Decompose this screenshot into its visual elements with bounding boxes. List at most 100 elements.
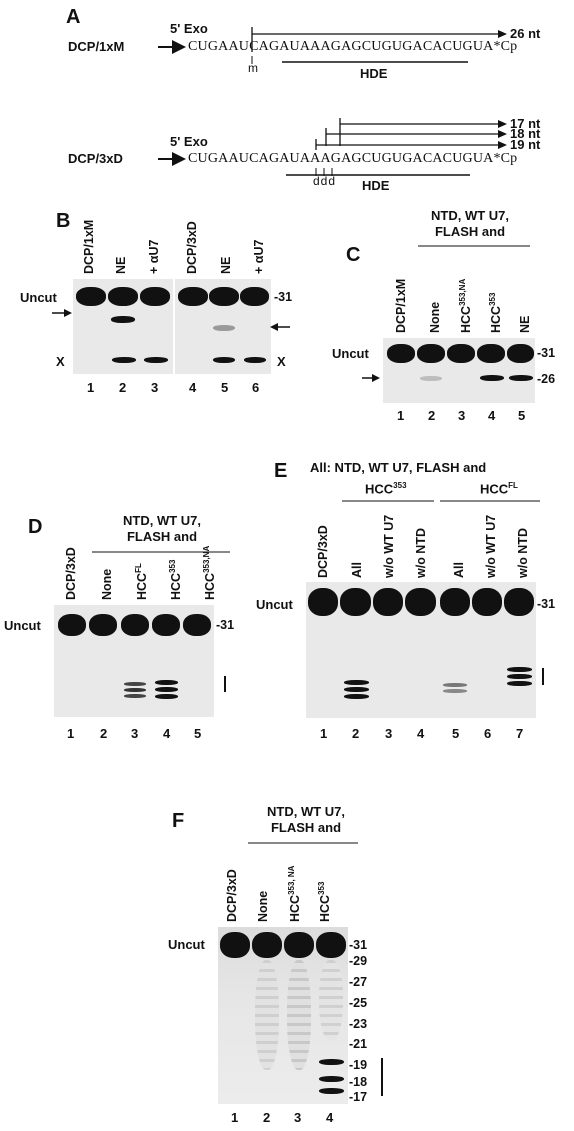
c-uncut-band-2	[417, 344, 445, 363]
row2-mod-marks: ddd	[313, 174, 337, 188]
e-lane-label-4: w/o NTD	[414, 528, 428, 578]
f-marker-21: -21	[349, 1037, 368, 1051]
panel-b-label: B	[56, 210, 71, 232]
b-x-band-lane5	[213, 357, 235, 363]
d-header-rule	[92, 551, 230, 553]
f-header: NTD, WT U7, FLASH and	[246, 804, 366, 836]
d-product-band-3c	[124, 694, 146, 698]
b-x-label-left: X	[56, 354, 65, 369]
d-lane-label-3-text: HCC	[135, 572, 150, 600]
f-lane-label-4-sup: 353	[317, 881, 326, 895]
d-lane-label-4-text: HCC	[169, 572, 184, 600]
f-marker-27: -27	[349, 975, 368, 989]
d-lane-label-2: None	[100, 568, 114, 600]
e-lane-number-6: 6	[484, 726, 492, 741]
b-uncut-label: Uncut	[20, 290, 57, 305]
d-uncut-band-1	[58, 614, 86, 636]
b-lane-label-6: + αU7	[252, 239, 266, 274]
d-product-band-3b	[124, 688, 146, 692]
c-lane-number-4: 4	[488, 408, 496, 423]
c-faint-band-lane2	[420, 376, 442, 381]
f-marker-25: -25	[349, 996, 368, 1010]
f-uncut-band-3	[284, 932, 314, 958]
e-lane-number-7: 7	[516, 726, 524, 741]
row1-product-26nt: 26 nt	[510, 26, 541, 41]
f-marker-29: -29	[349, 954, 368, 968]
c-lane-label-4-text: HCC	[489, 305, 504, 333]
e-uncut-band-3	[373, 588, 403, 616]
row1-construct-name: DCP/1xM	[68, 39, 125, 54]
c-lane-label-3-text: HCC	[459, 305, 474, 333]
row1-hde-label: HDE	[360, 66, 388, 81]
row2-sequence: CUGAAUCAGAUAAAGAGCUGUGACACUGUA*Cp	[188, 151, 518, 166]
e-group-1-rule	[342, 500, 434, 502]
d-uncut-band-3	[121, 614, 149, 636]
b-x-band-lane3	[144, 357, 168, 363]
c-uncut-band-3	[447, 344, 475, 363]
b-lane-label-3: + αU7	[147, 239, 161, 274]
f-uncut-band-1	[220, 932, 250, 958]
b-uncut-band-1	[76, 287, 106, 306]
e-marker-31: -31	[537, 597, 556, 611]
d-header: NTD, WT U7, FLASH and	[92, 513, 232, 545]
d-product-band-4c	[155, 694, 178, 699]
d-product-bracket	[224, 676, 226, 692]
f-uncut-band-2	[252, 932, 282, 958]
e-group-2-sup: FL	[508, 481, 518, 490]
d-uncut-band-4	[152, 614, 180, 636]
e-uncut-band-7	[504, 588, 534, 616]
d-lane-number-3: 3	[131, 726, 139, 741]
e-header: All: NTD, WT U7, FLASH and	[310, 460, 487, 475]
f-marker-31: -31	[349, 938, 368, 952]
c-lane-label-2: None	[428, 301, 442, 333]
b-x-band-lane6	[244, 357, 266, 363]
panel-a-label: A	[66, 6, 81, 28]
c-lane-label-3: HCC353,NA	[458, 279, 473, 333]
f-ladder-smear-3	[287, 960, 311, 1070]
row2-hde-label: HDE	[362, 178, 390, 193]
c-lane-number-2: 2	[428, 408, 436, 423]
c-26-band-lane5	[509, 375, 533, 381]
c-uncut-band-4	[477, 344, 505, 363]
b-lane-label-5: NE	[219, 256, 233, 274]
panel-d-label: D	[28, 516, 43, 538]
f-marker-18: -18	[349, 1075, 368, 1089]
b-uncut-band-6	[240, 287, 269, 306]
f-header-line-1: NTD, WT U7,	[267, 804, 345, 819]
d-uncut-band-2	[89, 614, 117, 636]
row2-construct-name: DCP/3xD	[68, 151, 123, 166]
e-group-2-rule	[440, 500, 540, 502]
d-lane-number-4: 4	[163, 726, 171, 741]
b-lane-number-5: 5	[221, 380, 229, 395]
panel-f-label: F	[172, 810, 185, 832]
panel-c-label: C	[346, 244, 361, 266]
f-lane-number-2: 2	[263, 1110, 271, 1125]
b-lane-number-1: 1	[87, 380, 95, 395]
row2-product-17nt: 17 nt	[510, 116, 541, 131]
b-lane-number-2: 2	[119, 380, 127, 395]
d-product-band-4a	[155, 680, 178, 685]
d-lane-label-1: DCP/3xD	[64, 547, 78, 600]
c-lane-label-5: NE	[518, 315, 532, 333]
e-group-1-sup: 353	[393, 481, 407, 490]
e-uncut-band-6	[472, 588, 502, 616]
c-uncut-band-5	[507, 344, 534, 363]
c-uncut-label: Uncut	[332, 346, 369, 361]
e-product-band-2c	[344, 694, 369, 699]
e-lane-label-5: All	[452, 562, 466, 578]
b-lane-number-3: 3	[151, 380, 159, 395]
panel-e-label: E	[274, 460, 288, 482]
f-ladder-smear-2	[255, 960, 279, 1070]
d-lane-label-4-sup: 353	[168, 559, 177, 573]
d-lane-label-3-sup: FL	[134, 563, 143, 573]
d-product-band-3a	[124, 682, 146, 686]
b-uncut-band-4	[178, 287, 208, 306]
f-product-band-19	[319, 1059, 344, 1065]
f-lane-label-4-text: HCC	[318, 894, 333, 922]
c-header-rule	[418, 245, 530, 247]
e-lane-number-4: 4	[417, 726, 425, 741]
d-lane-label-5-text: HCC	[203, 572, 218, 600]
e-uncut-band-2	[340, 588, 371, 616]
b-lane-number-6: 6	[252, 380, 260, 395]
e-uncut-band-1	[308, 588, 338, 616]
